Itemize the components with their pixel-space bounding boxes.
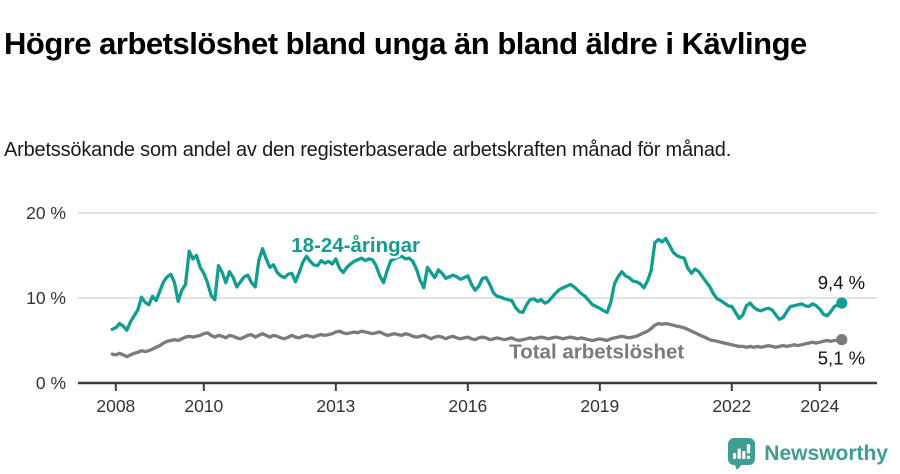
series-end-value-label: 9,4 % <box>818 272 865 293</box>
series-end-dot <box>836 297 848 309</box>
y-tick-label: 10 % <box>26 288 66 308</box>
series-line-youth <box>110 236 844 332</box>
bar-chart-speech-bubble-icon <box>728 438 756 470</box>
series-line-total <box>110 321 844 359</box>
x-tick-label: 2013 <box>316 396 355 416</box>
x-tick-label: 2022 <box>712 396 751 416</box>
page-subtitle: Arbetssökande som andel av den registerb… <box>4 139 732 161</box>
x-tick-label: 2008 <box>96 396 135 416</box>
brand-logo[interactable]: Newsworthy <box>726 437 888 470</box>
series-label-total: Total arbetslöshet <box>509 340 684 363</box>
unemployment-line-chart: 0 % 10 % 20 % 2008 2010 2013 2016 2019 2022 2024 9… <box>26 203 877 416</box>
series-end-dot <box>836 334 848 346</box>
page-title: Högre arbetslöshet bland unga än bland ä… <box>4 25 807 61</box>
series-end-value-label: 5,1 % <box>818 348 865 369</box>
y-tick-label: 20 % <box>26 203 66 223</box>
x-tick-label: 2016 <box>448 396 487 416</box>
x-tick-label: 2019 <box>580 396 619 416</box>
series-label-youth: 18-24-åringar <box>291 234 420 257</box>
y-tick-label: 0 % <box>36 373 66 393</box>
x-tick-label: 2010 <box>184 396 223 416</box>
brand-name: Newsworthy <box>764 441 888 465</box>
x-tick-label: 2024 <box>800 396 839 416</box>
